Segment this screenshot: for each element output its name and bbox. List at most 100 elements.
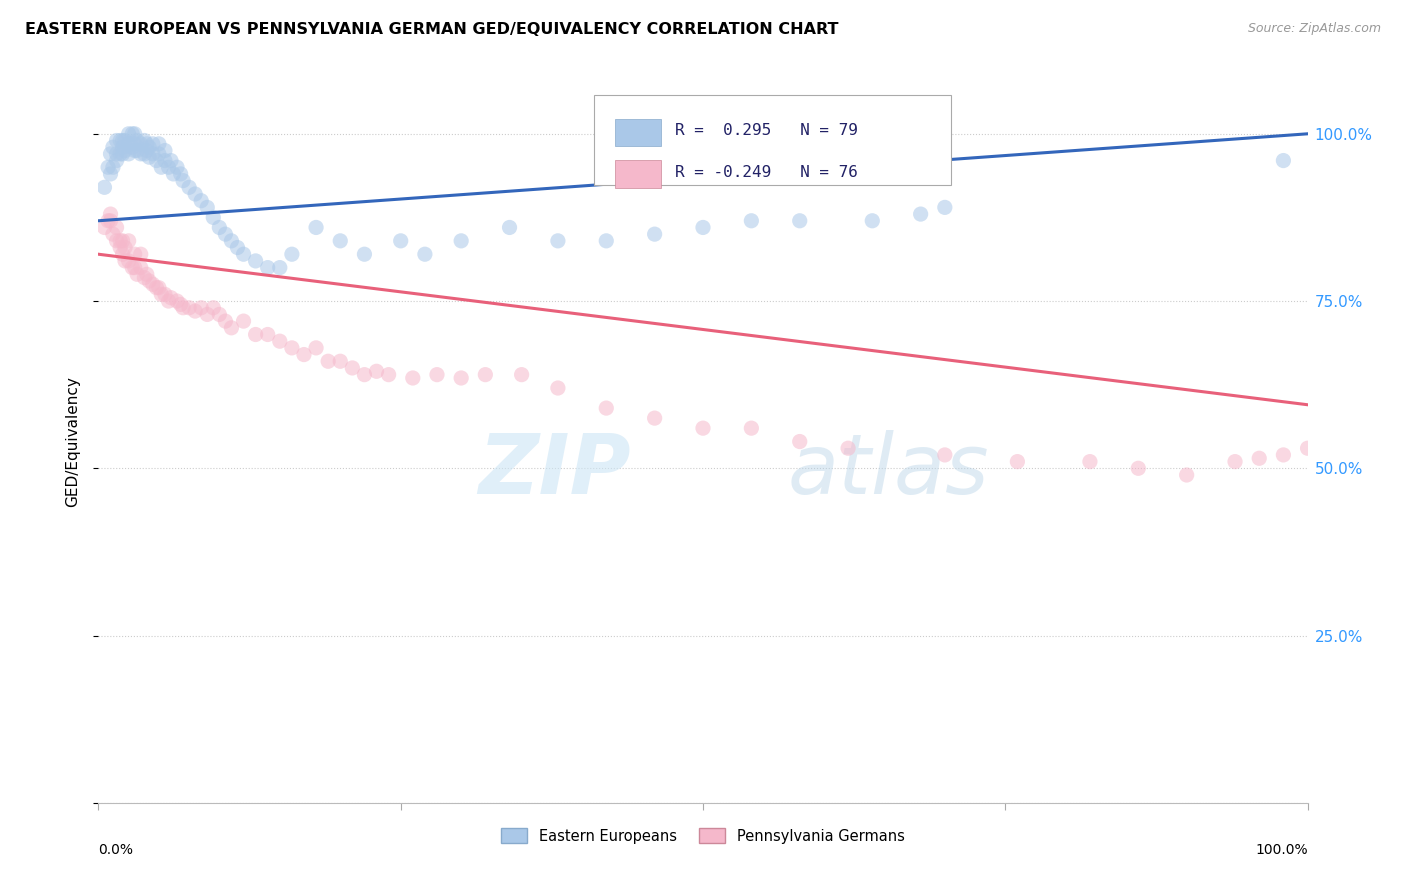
Point bbox=[1296, 442, 1319, 455]
Point bbox=[934, 201, 956, 215]
Point bbox=[245, 327, 267, 342]
Point bbox=[256, 327, 278, 342]
Point bbox=[121, 127, 143, 141]
Point bbox=[114, 134, 136, 148]
FancyBboxPatch shape bbox=[614, 119, 661, 146]
Point bbox=[353, 247, 375, 261]
Point bbox=[105, 220, 128, 235]
Point bbox=[129, 260, 152, 275]
Point bbox=[129, 247, 152, 261]
Point bbox=[281, 341, 304, 355]
Point bbox=[269, 334, 291, 349]
Point bbox=[150, 161, 173, 175]
Point bbox=[108, 234, 131, 248]
Point bbox=[450, 234, 472, 248]
Point bbox=[134, 147, 156, 161]
Text: 0.0%: 0.0% bbox=[98, 843, 134, 856]
Point bbox=[190, 194, 212, 208]
Point bbox=[644, 227, 666, 242]
Point bbox=[934, 448, 956, 462]
Point bbox=[1223, 455, 1246, 469]
FancyBboxPatch shape bbox=[614, 161, 661, 187]
Point bbox=[377, 368, 399, 382]
Point bbox=[595, 401, 617, 416]
Point bbox=[160, 153, 183, 168]
Point bbox=[100, 207, 122, 221]
Y-axis label: GED/Equivalency: GED/Equivalency bbox=[65, 376, 80, 507]
Point bbox=[148, 147, 170, 161]
Point bbox=[124, 127, 146, 141]
Point bbox=[124, 260, 146, 275]
Point bbox=[114, 241, 136, 255]
Text: Source: ZipAtlas.com: Source: ZipAtlas.com bbox=[1247, 22, 1381, 36]
Point bbox=[93, 220, 115, 235]
Point bbox=[221, 321, 243, 335]
Point bbox=[111, 140, 134, 154]
Point bbox=[114, 254, 136, 268]
Legend: Eastern Europeans, Pennsylvania Germans: Eastern Europeans, Pennsylvania Germans bbox=[495, 822, 911, 850]
Point bbox=[127, 144, 149, 158]
Text: EASTERN EUROPEAN VS PENNSYLVANIA GERMAN GED/EQUIVALENCY CORRELATION CHART: EASTERN EUROPEAN VS PENNSYLVANIA GERMAN … bbox=[25, 22, 839, 37]
Point bbox=[121, 140, 143, 154]
Point bbox=[101, 161, 124, 175]
Point bbox=[860, 214, 883, 228]
Point bbox=[547, 234, 569, 248]
Point bbox=[105, 147, 128, 161]
Point bbox=[789, 434, 811, 449]
Point bbox=[150, 287, 173, 301]
Point bbox=[450, 371, 472, 385]
Point bbox=[1078, 455, 1101, 469]
Point bbox=[172, 301, 194, 315]
Text: atlas: atlas bbox=[787, 430, 990, 511]
Text: R = -0.249   N = 76: R = -0.249 N = 76 bbox=[675, 165, 858, 180]
Point bbox=[162, 167, 184, 181]
Point bbox=[256, 260, 278, 275]
Text: ZIP: ZIP bbox=[478, 430, 630, 511]
Text: 100.0%: 100.0% bbox=[1256, 843, 1308, 856]
Point bbox=[692, 421, 714, 435]
Point bbox=[547, 381, 569, 395]
Point bbox=[740, 214, 762, 228]
Point bbox=[124, 136, 146, 151]
Point bbox=[329, 234, 352, 248]
Point bbox=[118, 147, 141, 161]
Point bbox=[138, 150, 160, 164]
Point bbox=[342, 361, 364, 376]
Point bbox=[129, 147, 152, 161]
Point bbox=[202, 211, 225, 225]
Point bbox=[595, 234, 617, 248]
Point bbox=[138, 274, 160, 288]
FancyBboxPatch shape bbox=[595, 95, 950, 185]
Point bbox=[353, 368, 375, 382]
Point bbox=[134, 270, 156, 285]
Point bbox=[281, 247, 304, 261]
Point bbox=[316, 354, 339, 368]
Point bbox=[184, 187, 207, 202]
Point bbox=[145, 281, 167, 295]
Point bbox=[1249, 451, 1271, 466]
Point bbox=[1272, 153, 1295, 168]
Point bbox=[498, 220, 520, 235]
Point bbox=[184, 304, 207, 318]
Point bbox=[135, 144, 157, 158]
Point bbox=[135, 136, 157, 151]
Point bbox=[97, 161, 120, 175]
Point bbox=[1128, 461, 1150, 475]
Point bbox=[214, 314, 236, 328]
Point bbox=[114, 144, 136, 158]
Point bbox=[148, 136, 170, 151]
Point bbox=[105, 134, 128, 148]
Point bbox=[740, 421, 762, 435]
Point bbox=[910, 207, 932, 221]
Point bbox=[101, 227, 124, 242]
Point bbox=[413, 247, 436, 261]
Point bbox=[195, 201, 218, 215]
Point bbox=[142, 277, 165, 292]
Point bbox=[214, 227, 236, 242]
Point bbox=[837, 442, 859, 455]
Point bbox=[160, 291, 183, 305]
Point bbox=[134, 134, 156, 148]
Point bbox=[105, 234, 128, 248]
Point bbox=[474, 368, 496, 382]
Point bbox=[118, 234, 141, 248]
